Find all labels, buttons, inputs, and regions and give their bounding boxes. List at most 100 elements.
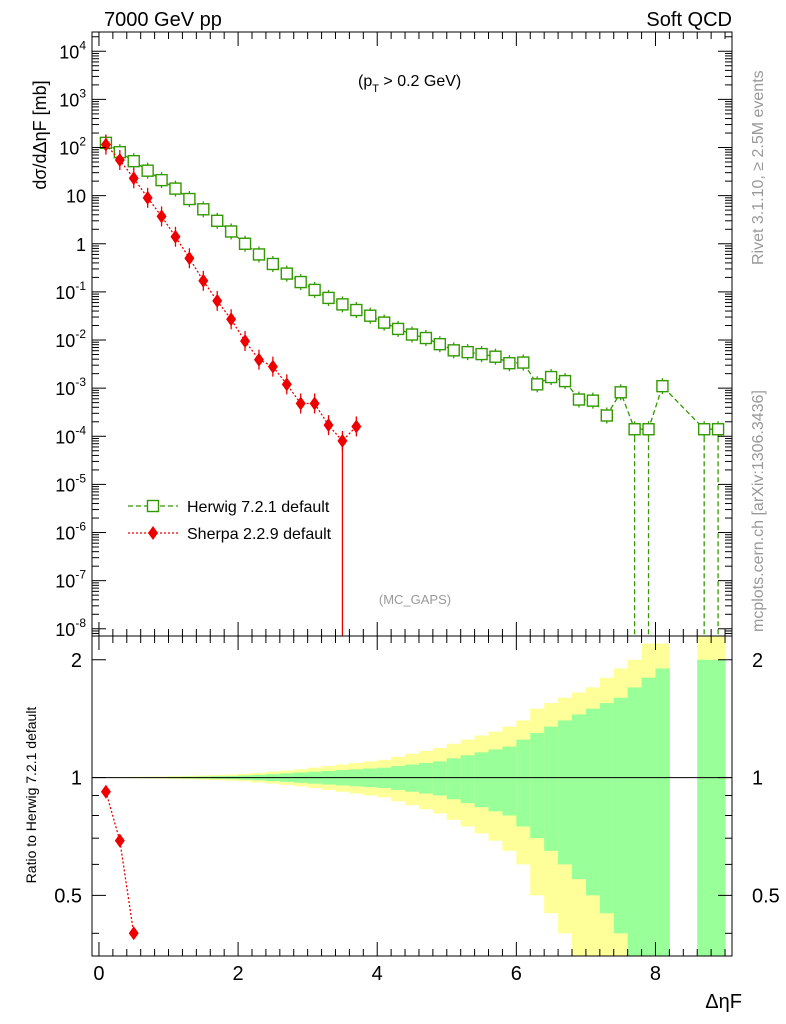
herwig-point: [350, 303, 363, 317]
uncertainty-band-inner: [488, 749, 503, 812]
herwig-point: [628, 423, 641, 436]
sherpa-point: [184, 251, 195, 266]
uncertainty-band-inner: [599, 703, 615, 914]
main-tick-labels: 10410310210110-110-210-310-410-510-610-7…: [55, 38, 86, 640]
sherpa-point: [114, 153, 125, 168]
herwig-point: [475, 347, 488, 361]
uncertainty-band-inner: [432, 761, 448, 796]
herwig-point: [322, 291, 335, 305]
sherpa-point: [253, 352, 264, 367]
y-tick-label: 10-4: [55, 423, 86, 447]
herwig-point: [558, 374, 572, 388]
herwig-point: [614, 386, 627, 399]
sherpa-point: [198, 273, 209, 288]
y-tick-exponent: -2: [75, 327, 86, 341]
herwig-point: [377, 316, 391, 329]
herwig-point: [391, 322, 405, 336]
uncertainty-band-inner: [711, 659, 726, 956]
y-tick-exponent: -8: [75, 616, 86, 630]
y-tick-exponent: 3: [79, 86, 86, 100]
y-tick-label: 10-8: [55, 616, 86, 640]
ratio-axis-ticks: [92, 636, 732, 956]
uncertainty-band-inner: [474, 752, 490, 808]
herwig-point: [405, 328, 419, 341]
y-tick-label: 1: [76, 235, 86, 255]
x-tick-label: 0: [93, 963, 104, 985]
herwig-point: [252, 248, 266, 261]
herwig-point: [127, 154, 140, 168]
uncertainty-band-inner: [516, 739, 531, 827]
y-tick-label: 10: [66, 187, 86, 207]
cut-label-sub: T: [372, 83, 379, 95]
herwig-point: [336, 298, 349, 311]
herwig-point: [461, 345, 474, 359]
ratio-ylabel: Ratio to Herwig 7.2.1 default: [23, 707, 39, 884]
y-tick-base: 10: [55, 331, 75, 351]
uncertainty-band-inner: [502, 746, 517, 816]
ratio-sherpa-point: [114, 833, 125, 848]
herwig-point: [211, 214, 224, 227]
sherpa-point: [281, 377, 292, 392]
uncertainty-band-inner: [613, 697, 629, 934]
x-tick-label: 6: [511, 963, 522, 985]
herwig-point: [419, 331, 433, 345]
ratio-y-tick-label-left: 2: [71, 650, 82, 672]
ratio-series-layer: [100, 784, 139, 941]
x-tick-label: 8: [650, 963, 661, 985]
uncertainty-band-inner: [558, 720, 573, 865]
herwig-point: [447, 344, 460, 357]
herwig-point: [503, 356, 516, 370]
legend-marker-square: [146, 499, 160, 513]
mcplots-label: mcplots.cern.ch [arXiv:1306.3436]: [750, 390, 767, 632]
legend-marker-diamond: [148, 526, 158, 540]
rivet-label: Rivet 3.1.10, ≥ 2.5M events: [750, 70, 767, 265]
y-tick-base: 10: [55, 620, 75, 640]
uncertainty-band-inner: [655, 668, 670, 956]
herwig-point: [294, 275, 307, 289]
ratio-y-tick-label-right: 0.5: [752, 885, 780, 907]
uncertainty-band-inner: [446, 758, 462, 800]
uncertainty-band-inner: [641, 677, 656, 956]
y-tick-exponent: 4: [79, 38, 86, 52]
herwig-point: [572, 393, 586, 406]
ratio-y-tick-label-left: 0.5: [54, 885, 82, 907]
sherpa-point: [212, 293, 223, 308]
y-tick-label: 10-1: [55, 279, 86, 303]
y-tick-base: 10: [55, 572, 75, 592]
sherpa-point: [128, 171, 139, 186]
x-axis-label: ΔηF: [705, 991, 742, 1013]
y-tick-base: 10: [59, 139, 79, 159]
header-right: Soft QCD: [646, 9, 732, 31]
sherpa-point: [226, 312, 237, 327]
herwig-point: [544, 370, 558, 384]
y-tick-label: 10-2: [55, 327, 86, 351]
sherpa-point: [267, 359, 278, 374]
uncertainty-band-inner: [697, 659, 712, 956]
y-tick-label: 10-3: [55, 375, 86, 399]
herwig-point: [183, 192, 196, 206]
legend-label: Herwig 7.2.1 default: [187, 499, 330, 516]
uncertainty-band-inner: [585, 708, 601, 896]
herwig-point: [711, 423, 725, 436]
main-ylabel: dσ/dΔηF [mb]: [30, 80, 50, 189]
sherpa-point: [295, 396, 306, 411]
ratio-y-tick-label-left: 1: [71, 768, 82, 790]
ratio-sherpa-line: [105, 791, 135, 934]
sherpa-point: [309, 396, 320, 411]
y-tick-base: 10: [55, 283, 75, 303]
herwig-point: [155, 173, 168, 187]
herwig-point: [266, 257, 280, 271]
y-tick-exponent: -6: [75, 520, 86, 534]
herwig-point: [280, 267, 293, 280]
herwig-point: [642, 423, 655, 436]
y-tick-base: 10: [55, 475, 75, 495]
herwig-point: [141, 164, 154, 177]
x-tick-label: 4: [372, 963, 383, 985]
cut-label-base: (p: [358, 73, 372, 90]
y-tick-base: 10: [55, 379, 75, 399]
herwig-point: [197, 203, 210, 216]
x-tick-label: 2: [233, 963, 244, 985]
herwig-point: [169, 182, 182, 195]
main-axis-ticks: [92, 32, 732, 636]
